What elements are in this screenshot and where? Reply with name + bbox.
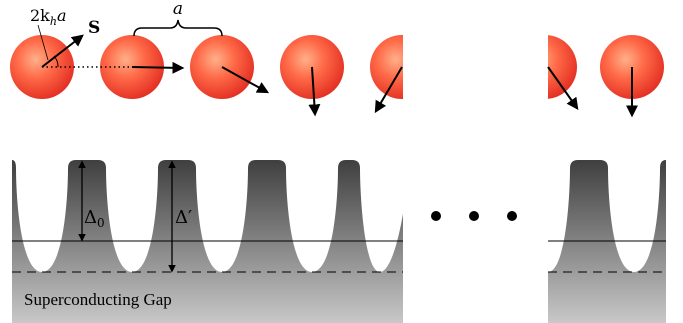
spin-arrow: [41, 34, 84, 68]
spin-arrow: [221, 66, 270, 94]
impurity-sphere: [548, 35, 577, 99]
lattice-constant-label: a: [173, 0, 183, 19]
angle-label-pointer: [37, 24, 49, 61]
impurity-sphere: [370, 35, 403, 99]
gap-band-shape-left: [12, 160, 403, 323]
gap-band: Δ0 Δ′ Superconducting Gap: [12, 160, 666, 323]
spin-label: S: [88, 18, 100, 38]
angle-arc: [53, 55, 59, 68]
angle-label-sub: h: [50, 15, 57, 28]
ellipsis-dot: [469, 211, 479, 221]
ellipsis: [431, 211, 517, 221]
gap-caption: Superconducting Gap: [24, 290, 172, 309]
angle-label: 2kha: [30, 6, 67, 28]
spin-arrow: [374, 66, 403, 114]
lattice-brace: [133, 19, 223, 37]
spin-arrow: [308, 66, 321, 117]
angle-label-a: a: [57, 6, 67, 25]
impurity-chain: a S 2kha: [10, 0, 664, 118]
delta-prime-label: Δ′: [175, 207, 192, 228]
spin-arrow: [131, 61, 185, 74]
angle-label-coeff: 2k: [30, 6, 50, 25]
ellipsis-dot: [431, 211, 441, 221]
delta0-label: Δ0: [84, 207, 105, 230]
delta0-sub: 0: [97, 216, 105, 230]
delta0-main: Δ: [84, 207, 97, 228]
ellipsis-dot: [507, 211, 517, 221]
spin-arrow: [547, 66, 579, 110]
